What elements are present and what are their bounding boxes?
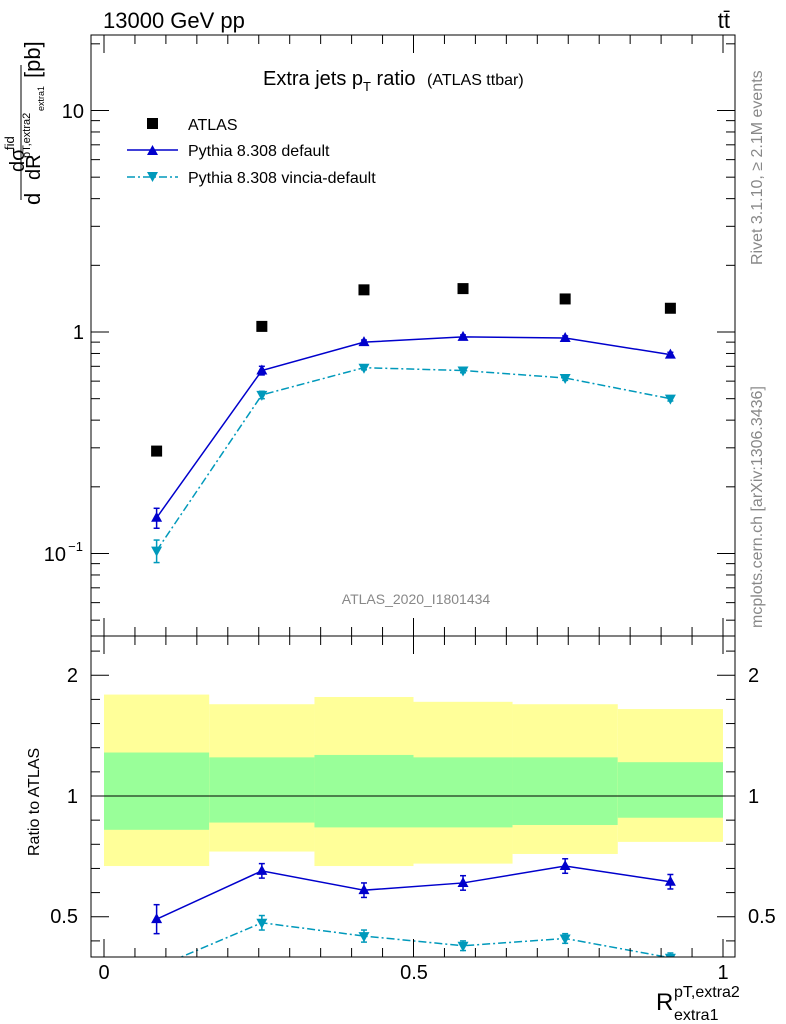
ratio-tick-label-2-right: 2 [748, 665, 759, 687]
axes [90, 34, 736, 958]
svg-text:[pb]: [pb] [20, 41, 45, 78]
ratio-series [151, 858, 676, 935]
uncertainty-band-inner [314, 754, 414, 828]
ratio-marker [256, 918, 268, 929]
ratio-marker [151, 963, 162, 973]
main-marker [664, 348, 676, 359]
legend-marker-vincia [147, 172, 158, 182]
ratio-tick-label-2: 2 [67, 665, 78, 687]
uncertainty-band-inner [617, 762, 723, 818]
legend-label-default: Pythia 8.308 default [188, 143, 330, 160]
main-series [151, 363, 676, 564]
ratio-marker [664, 875, 676, 886]
ratio-marker [457, 876, 469, 887]
main-atlas-point [664, 302, 676, 314]
title-tag: (ATLAS ttbar) [427, 72, 524, 89]
svg-text:pT,extra2: pT,extra2 [21, 113, 33, 158]
process-label: tt̄ [718, 8, 730, 33]
x-label-sub: extra1 [674, 1007, 719, 1024]
ratio-marker [358, 884, 370, 895]
plot-title: Extra jets pT ratio (ATLAS ttbar) [263, 68, 524, 94]
analysis-label: ATLAS_2020_I1801434 [342, 591, 491, 607]
legend-marker-default [147, 145, 158, 155]
main-marker [256, 390, 268, 401]
svg-text:fid: fid [2, 136, 17, 150]
x-label-sup: pT,extra2 [674, 984, 740, 1001]
energy-label: 13000 GeV pp [103, 8, 245, 33]
x-tick-label-1: 1 [717, 962, 728, 984]
x-tick-label-0: 0 [98, 962, 109, 984]
uncertainty-band-inner [413, 757, 513, 828]
ratio-marker [664, 953, 676, 957]
main-marker [559, 331, 571, 342]
main-line [155, 366, 671, 552]
ratio-tick-label-1: 1 [67, 786, 78, 808]
uncertainty-band-inner [512, 757, 618, 825]
main-atlas-point [457, 283, 469, 295]
mcplots-label: mcplots.cern.ch [arXiv:1306.3436] [749, 386, 766, 628]
main-series [151, 283, 676, 457]
main-marker [664, 394, 676, 405]
rivet-version-label: Rivet 3.1.10, ≥ 2.1M events [749, 70, 766, 265]
x-axis-label: R pT,extra2 extra1 [656, 984, 740, 1024]
svg-text:dR: dR [23, 154, 45, 180]
svg-text:extra1: extra1 [36, 86, 46, 111]
legend: ATLAS Pythia 8.308 default Pythia 8.308 … [127, 117, 376, 187]
main-line [156, 336, 671, 519]
svg-text:Extra jets pT ratio (ATL: Extra jets pT ratio (ATLAS ttbar) [263, 68, 524, 94]
ratio-marker [559, 934, 571, 945]
x-tick-label-0.5: 0.5 [400, 962, 428, 984]
ratio-tick-label-0.5: 0.5 [50, 906, 78, 928]
ratio-marker [151, 913, 163, 924]
main-panel-data [151, 283, 676, 564]
uncertainty-band-inner [104, 752, 210, 830]
main-atlas-point [256, 320, 268, 332]
ratio-ylabel: Ratio to ATLAS [26, 748, 43, 856]
legend-label-atlas: ATLAS [188, 117, 238, 134]
main-marker [358, 336, 370, 347]
main-atlas-point [559, 293, 571, 305]
title-main: Extra jets p [263, 68, 363, 90]
ratio-marker [457, 941, 469, 952]
ratio-marker [358, 932, 370, 943]
main-series [151, 330, 676, 530]
ratio-line [156, 865, 671, 920]
ratio-tick-label-0.5-right: 0.5 [748, 906, 776, 928]
svg-text:d: d [20, 193, 45, 205]
title-sub: T [363, 79, 371, 94]
legend-marker-atlas [147, 118, 158, 129]
title-rest: ratio [371, 68, 415, 90]
main-marker [457, 330, 469, 341]
main-marker [151, 511, 163, 522]
svg-text:dσ: dσ [7, 148, 29, 172]
main-marker [358, 363, 370, 374]
ratio-marker [559, 860, 571, 871]
main-marker [151, 546, 163, 557]
main-marker [457, 366, 469, 377]
main-ylabel: d dR dσ fid pT,extra2 extra1 [pb] [2, 41, 46, 205]
ratio-bands [91, 694, 735, 867]
main-tick-label-0.1-exp: −1 [68, 539, 83, 554]
x-label-main: R [656, 989, 673, 1016]
main-tick-label-0.1: 10 [44, 544, 66, 566]
uncertainty-band-inner [209, 757, 315, 823]
main-marker [256, 364, 268, 375]
main-atlas-point [151, 445, 163, 457]
ratio-marker [256, 864, 268, 875]
main-marker [559, 373, 571, 384]
ratio-tick-label-1-right: 1 [748, 786, 759, 808]
main-tick-label-1: 1 [73, 322, 84, 344]
main-tick-label-10: 10 [62, 101, 84, 123]
legend-label-vincia: Pythia 8.308 vincia-default [188, 170, 376, 187]
main-atlas-point [358, 284, 370, 296]
